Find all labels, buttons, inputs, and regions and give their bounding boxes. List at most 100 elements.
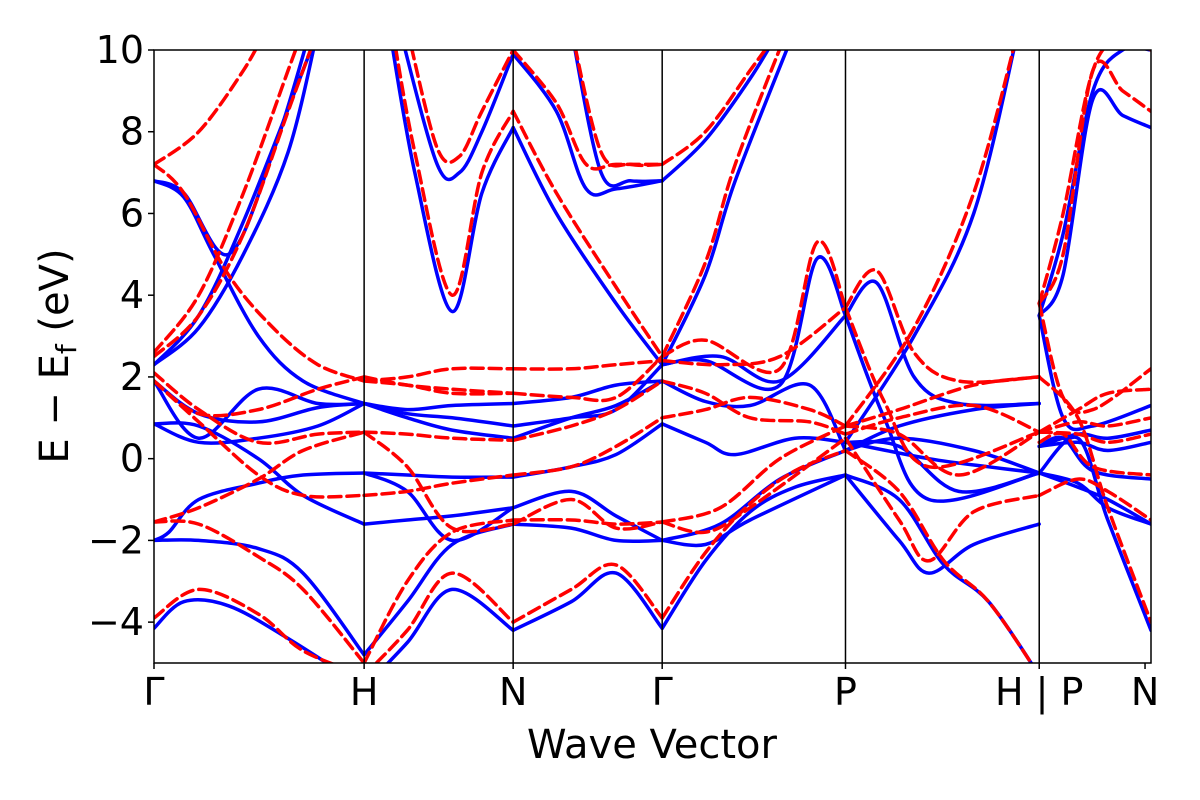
blue-solid-band-15	[362, 471, 515, 479]
red-dashed-band-21	[511, 517, 664, 526]
blue-solid-band-40	[843, 473, 1034, 663]
red-dashed-band-0	[154, 587, 336, 663]
red-dashed-band-1	[154, 519, 366, 663]
blue-solid-band-49	[1037, 50, 1151, 318]
red-dashed-band-12	[362, 430, 515, 534]
y-tick-label: 2	[120, 355, 144, 399]
red-dashed-band-48	[1037, 59, 1151, 306]
x-tick-label: N	[499, 670, 527, 714]
red-dashed-band-29	[573, 50, 664, 168]
red-dashed-band-45	[843, 305, 1041, 470]
blue-solid-band-12	[362, 522, 515, 657]
blue-solid-band-0	[154, 598, 330, 663]
x-tick-label: H	[350, 670, 379, 714]
blue-solid-band-30	[573, 50, 664, 188]
blue-solid-band-57	[1037, 435, 1151, 633]
red-dashed-band-16	[362, 379, 515, 396]
blue-solid-band-9	[154, 179, 366, 406]
y-axis-label: E − Ef (eV)	[32, 248, 83, 463]
red-dashed-band-17	[362, 366, 515, 383]
x-tick-label: Γ	[652, 670, 673, 714]
red-dashed-band-35	[660, 239, 848, 375]
red-dashed-band-7	[154, 50, 313, 359]
x-axis-label: Wave Vector	[527, 722, 778, 768]
red-dashed-band-53	[1037, 387, 1151, 434]
blue-solid-band-46	[843, 313, 1041, 503]
blue-solid-band-34	[660, 422, 848, 457]
red-dashed-band-42	[843, 403, 1041, 436]
red-dashed-band-11	[362, 518, 515, 663]
y-tick-label: −2	[88, 518, 144, 562]
blue-solid-band-27	[511, 379, 664, 406]
red-dashed-band-8	[154, 162, 366, 383]
blue-solid-band-38	[660, 50, 789, 367]
x-axis-ticks: Γ H N Γ P H | P N	[143, 663, 1159, 715]
red-dashed-band-40	[843, 436, 1041, 563]
blue-solid-band-3	[154, 421, 366, 526]
blue-solid-band-48	[843, 50, 1016, 445]
red-dashed-band-39	[843, 448, 1034, 663]
blue-solid-band-56	[1037, 435, 1151, 481]
red-dashed-band-25	[511, 354, 664, 403]
x-tick-label: H | P	[995, 670, 1083, 715]
blue-solid-band-52	[1037, 428, 1151, 449]
red-dashed-band-22	[511, 497, 664, 531]
red-dashed-band-28	[511, 50, 664, 171]
blue-solid-band-51	[1037, 313, 1151, 432]
red-dashed-band-44	[843, 268, 1041, 384]
blue-solid-band-11	[385, 587, 515, 663]
red-dashed-band-55	[1037, 375, 1151, 624]
red-dashed-band-37	[660, 50, 782, 359]
y-tick-label: 6	[120, 191, 144, 235]
blue-solid-band-2	[154, 471, 366, 543]
red-dashed-band-32	[660, 424, 848, 524]
blue-solid-band-41	[843, 473, 1041, 575]
red-dashed-band-23	[511, 416, 664, 477]
red-dashed-band-2	[154, 430, 366, 524]
blue-solid-band-43	[843, 436, 1041, 475]
red-dashed-band-5	[154, 371, 366, 445]
y-tick-label: 4	[120, 273, 144, 317]
blue-solid-band-20	[391, 50, 515, 314]
blue-solid-band-37	[660, 313, 848, 384]
x-tick-label: N	[1131, 670, 1159, 714]
blue-solid-band-1	[154, 538, 366, 657]
blue-solid-band-4	[154, 401, 366, 445]
blue-solid-band-32	[660, 473, 848, 548]
red-dashed-band-9	[154, 50, 258, 167]
y-tick-label: −4	[88, 600, 144, 644]
red-dashed-band-18	[410, 50, 515, 165]
blue-solid-band-55	[1037, 471, 1151, 526]
red-dashed-band-54	[1037, 431, 1151, 477]
y-axis-label-subscript: f	[50, 343, 83, 354]
red-dashed-band-6	[154, 50, 298, 355]
blue-solid-band-50	[1037, 88, 1151, 318]
red-dashed-series	[154, 50, 1151, 663]
red-dashed-band-10	[373, 571, 515, 663]
y-tick-label: 0	[120, 437, 144, 481]
plot-frame	[153, 49, 1152, 664]
blue-solid-band-28	[511, 125, 664, 367]
red-dashed-band-46	[843, 50, 1015, 428]
red-dashed-band-20	[511, 562, 664, 624]
blue-solid-band-21	[511, 570, 664, 633]
red-dashed-band-24	[511, 379, 664, 443]
red-dashed-band-36	[660, 305, 848, 367]
blue-solid-band-22	[511, 522, 664, 544]
blue-solid-band-19	[403, 50, 515, 182]
blue-solid-band-14	[362, 505, 515, 526]
blue-solid-band-33	[660, 448, 848, 543]
red-dashed-band-50	[1037, 416, 1151, 434]
red-dashed-band-13	[362, 473, 515, 498]
x-tick-label: P	[834, 670, 857, 714]
red-dashed-band-19	[394, 50, 515, 297]
band-lines	[154, 50, 1151, 663]
blue-solid-band-36	[660, 255, 848, 392]
blue-solid-band-26	[511, 362, 664, 428]
red-dashed-band-4	[154, 375, 366, 418]
red-dashed-band-27	[511, 109, 664, 359]
blue-solid-band-8	[154, 50, 316, 367]
blue-solid-band-29	[511, 52, 664, 197]
red-dashed-band-33	[660, 395, 848, 428]
y-axis-ticks: −4 −2 0 2 4 6 8 10	[88, 28, 154, 644]
